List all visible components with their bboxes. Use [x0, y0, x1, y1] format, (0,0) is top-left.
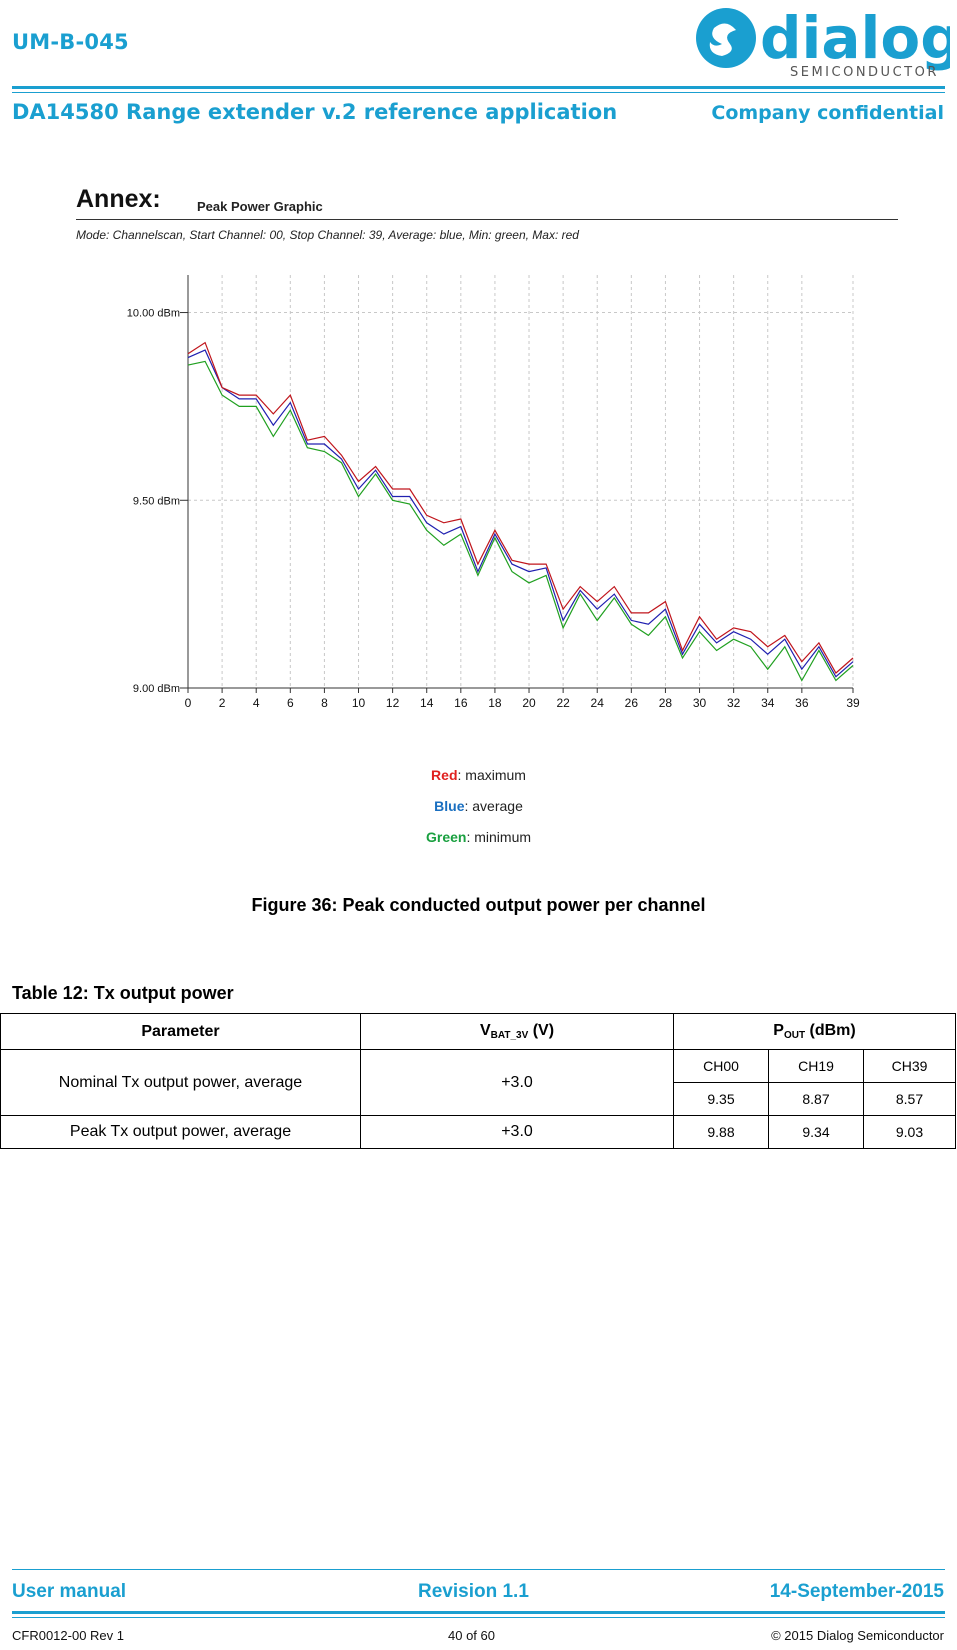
- series-line-green: [187, 360, 854, 682]
- x-tick-label: 18: [488, 696, 502, 710]
- x-tick-label: 24: [591, 696, 605, 710]
- x-tick-label: 0: [185, 696, 192, 710]
- x-tick-label: 8: [321, 696, 328, 710]
- header-parameter: Parameter: [0, 1013, 361, 1050]
- row-vbat: +3.0: [360, 1115, 674, 1149]
- legend-desc: : average: [464, 798, 523, 814]
- document-id: UM-B-045: [12, 30, 129, 54]
- figure-caption: Figure 36: Peak conducted output power p…: [251, 895, 706, 915]
- x-tick-label: 28: [659, 696, 673, 710]
- x-tick-label: 30: [693, 696, 707, 710]
- x-tick-label: 34: [761, 696, 775, 710]
- row-parameter: Nominal Tx output power, average: [0, 1049, 361, 1116]
- x-tick-label: 12: [386, 696, 400, 710]
- footer-rule-thin: [12, 1569, 945, 1570]
- legend-item-max: Red: maximum: [0, 767, 957, 783]
- annex-divider: [76, 219, 898, 220]
- annex-subtitle: Peak Power Graphic: [197, 199, 323, 214]
- footer-doc-ref: CFR0012-00 Rev 1: [12, 1628, 124, 1643]
- x-tick-label: 32: [727, 696, 741, 710]
- footer-doc-type: User manual: [12, 1581, 127, 1602]
- row-vbat: +3.0: [360, 1049, 674, 1116]
- table-row: Peak Tx output power, average +3.0 9.88 …: [0, 1115, 956, 1149]
- x-tick-label: 20: [522, 696, 536, 710]
- header-rule: [12, 86, 945, 89]
- y-tick-label: 9.00 dBm: [133, 683, 180, 695]
- x-tick-label: 36: [795, 696, 809, 710]
- logo-tagline: SEMICONDUCTOR: [790, 65, 939, 80]
- channel-label: CH39: [863, 1049, 956, 1083]
- series-line-red: [187, 341, 854, 674]
- table-row: Nominal Tx output power, average +3.0 CH…: [0, 1049, 956, 1116]
- x-tick-label: 10: [352, 696, 366, 710]
- x-tick-label: 14: [420, 696, 434, 710]
- channel-label: CH00: [673, 1049, 769, 1083]
- power-value: 9.34: [768, 1115, 864, 1149]
- footer-date: 14-September-2015: [769, 1581, 944, 1602]
- legend-key: Green: [425, 829, 467, 845]
- legend-key: Red: [431, 767, 458, 783]
- y-tick-label: 9.50 dBm: [133, 495, 180, 507]
- row-parameter: Peak Tx output power, average: [0, 1115, 361, 1149]
- legend-desc: : maximum: [457, 767, 526, 783]
- series-line-blue: [187, 349, 854, 678]
- table-title: Table 12: Tx output power: [12, 983, 234, 1003]
- legend-item-min: Green: minimum: [0, 829, 957, 845]
- footer-revision: Revision 1.1: [418, 1581, 529, 1602]
- footer-copyright: © 2015 Dialog Semiconductor: [771, 1628, 944, 1643]
- x-tick-label: 22: [556, 696, 570, 710]
- logo-wordmark: dialog: [760, 4, 950, 72]
- footer-rule: [12, 1611, 945, 1614]
- power-value: 9.35: [673, 1082, 769, 1116]
- x-tick-label: 2: [219, 696, 226, 710]
- legend-key: Blue: [434, 798, 465, 814]
- dialog-logo: dialog SEMICONDUCTOR: [696, 4, 950, 80]
- header-vbat: VBAT_3V (V): [360, 1013, 674, 1050]
- x-tick-label: 6: [287, 696, 294, 710]
- power-value: 8.87: [768, 1082, 864, 1116]
- document-subtitle: DA14580 Range extender v.2 reference app…: [12, 100, 618, 124]
- power-value: 9.88: [673, 1115, 769, 1149]
- tx-output-power-table: Parameter VBAT_3V (V) POUT (dBm) Nominal…: [0, 1013, 956, 1149]
- y-tick-label: 10.00 dBm: [127, 308, 180, 320]
- confidential-label: Company confidential: [711, 102, 944, 124]
- power-value: 9.03: [863, 1115, 956, 1149]
- legend-item-avg: Blue: average: [0, 798, 957, 814]
- page-number: 40 of 60: [448, 1628, 495, 1643]
- power-value: 8.57: [863, 1082, 956, 1116]
- x-tick-label: 26: [625, 696, 639, 710]
- annex-title: Annex:: [76, 185, 161, 213]
- table-header-row: Parameter VBAT_3V (V) POUT (dBm): [0, 1013, 956, 1050]
- annex-mode-text: Mode: Channelscan, Start Channel: 00, St…: [76, 228, 579, 242]
- legend-desc: : minimum: [466, 829, 532, 845]
- channel-label: CH19: [768, 1049, 864, 1083]
- x-tick-label: 4: [253, 696, 260, 710]
- x-tick-label: 39: [846, 696, 860, 710]
- x-tick-label: 16: [454, 696, 468, 710]
- header-rule-thin: [12, 92, 945, 93]
- footer-rule-thin: [12, 1617, 945, 1618]
- header-pout: POUT (dBm): [673, 1013, 956, 1050]
